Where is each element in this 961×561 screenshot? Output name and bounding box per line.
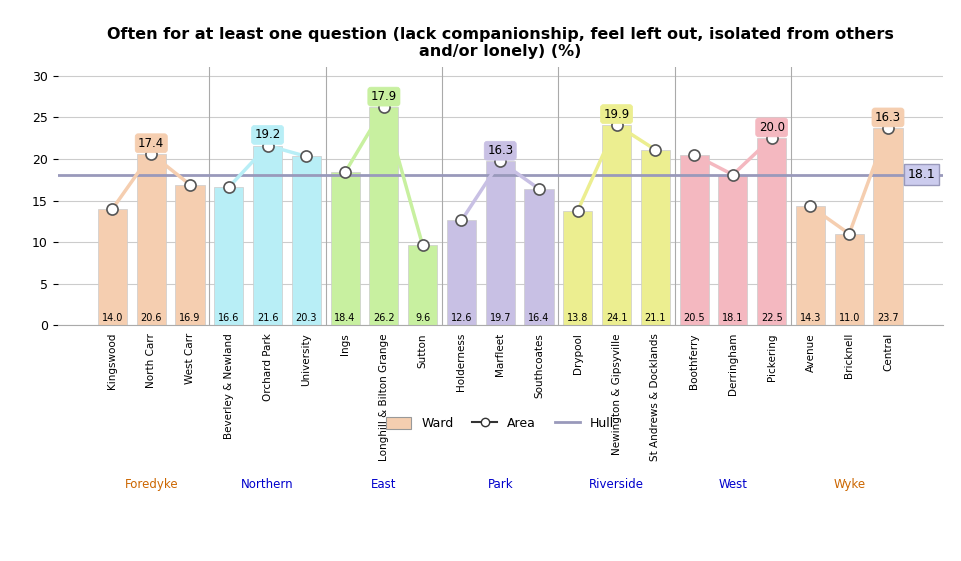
Text: 19.2: 19.2 xyxy=(255,128,281,141)
Text: 19.9: 19.9 xyxy=(603,108,629,121)
Bar xyxy=(640,150,669,325)
Bar xyxy=(718,174,747,325)
Text: 20.3: 20.3 xyxy=(295,313,317,323)
Bar xyxy=(136,154,165,325)
Text: 20.5: 20.5 xyxy=(682,313,704,323)
Text: 19.7: 19.7 xyxy=(489,313,510,323)
Text: Wyke: Wyke xyxy=(832,478,864,491)
Bar xyxy=(447,220,476,325)
Bar xyxy=(562,210,592,325)
Text: Northern: Northern xyxy=(241,478,294,491)
Bar xyxy=(214,187,243,325)
Bar xyxy=(98,209,127,325)
Bar xyxy=(175,185,205,325)
Text: 9.6: 9.6 xyxy=(414,313,430,323)
Bar xyxy=(678,155,708,325)
Bar xyxy=(291,157,321,325)
Bar xyxy=(834,234,863,325)
Text: 21.1: 21.1 xyxy=(644,313,665,323)
Text: 18.4: 18.4 xyxy=(334,313,356,323)
Text: Riverside: Riverside xyxy=(588,478,644,491)
Bar xyxy=(485,162,514,325)
Text: 17.4: 17.4 xyxy=(138,137,164,150)
Text: Foredyke: Foredyke xyxy=(124,478,178,491)
Text: 16.9: 16.9 xyxy=(179,313,201,323)
Text: 14.3: 14.3 xyxy=(799,313,821,323)
Text: 18.1: 18.1 xyxy=(722,313,743,323)
Bar xyxy=(524,189,553,325)
Bar xyxy=(369,107,398,325)
Text: 22.5: 22.5 xyxy=(760,313,781,323)
Text: 16.3: 16.3 xyxy=(486,144,513,157)
Bar xyxy=(253,145,282,325)
Text: 14.0: 14.0 xyxy=(102,313,123,323)
Text: East: East xyxy=(371,478,396,491)
Title: Often for at least one question (lack companionship, feel left out, isolated fro: Often for at least one question (lack co… xyxy=(107,27,893,59)
Text: 16.4: 16.4 xyxy=(528,313,549,323)
Bar xyxy=(873,128,901,325)
Bar xyxy=(331,172,359,325)
Text: 20.0: 20.0 xyxy=(758,121,784,134)
Bar xyxy=(407,246,437,325)
Text: 24.1: 24.1 xyxy=(605,313,627,323)
Bar xyxy=(756,138,785,325)
Text: 11.0: 11.0 xyxy=(838,313,859,323)
Text: 12.6: 12.6 xyxy=(451,313,472,323)
Text: 26.2: 26.2 xyxy=(373,313,394,323)
Text: 21.6: 21.6 xyxy=(257,313,278,323)
Text: 16.3: 16.3 xyxy=(874,111,900,124)
Text: West: West xyxy=(718,478,747,491)
Text: 23.7: 23.7 xyxy=(876,313,898,323)
Bar xyxy=(602,125,630,325)
Text: 17.9: 17.9 xyxy=(370,90,397,103)
Text: 13.8: 13.8 xyxy=(567,313,588,323)
Text: 16.6: 16.6 xyxy=(218,313,239,323)
Text: 18.1: 18.1 xyxy=(906,168,934,181)
Legend: Ward, Area, Hull: Ward, Area, Hull xyxy=(381,412,619,435)
Text: Park: Park xyxy=(487,478,512,491)
Bar xyxy=(795,206,825,325)
Text: 20.6: 20.6 xyxy=(140,313,161,323)
